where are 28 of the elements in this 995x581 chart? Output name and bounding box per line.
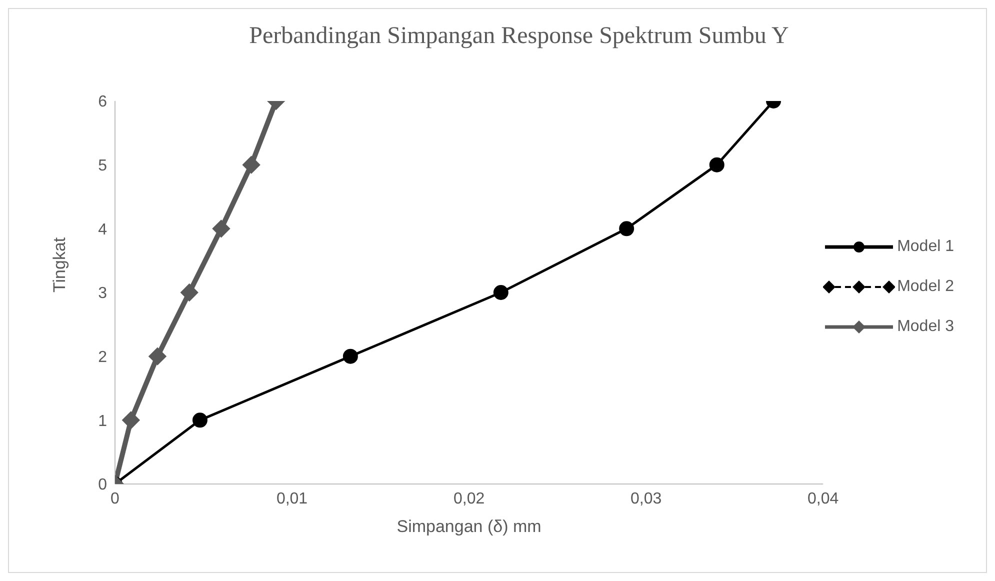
point — [342, 348, 358, 364]
x-tick-label: 0 — [110, 490, 120, 508]
y-tick-label: 3 — [98, 285, 108, 302]
point — [493, 285, 508, 300]
y-tick-label: 6 — [98, 94, 108, 111]
point — [192, 412, 208, 428]
point — [242, 156, 260, 174]
point — [180, 283, 198, 302]
x-tick-label: 0,01 — [276, 490, 308, 508]
x-tick-label: 0,04 — [808, 490, 839, 508]
point — [709, 157, 724, 172]
point — [619, 221, 634, 236]
y-tick-label: 5 — [98, 158, 108, 175]
x-axis-title: Simpangan (δ) mm — [396, 517, 542, 536]
x-tick-label: 0,03 — [630, 490, 662, 508]
point — [212, 220, 230, 238]
legend-label: Model 2 — [897, 278, 954, 296]
y-tick-label: 2 — [98, 349, 108, 366]
legend-label: Model 3 — [897, 318, 954, 336]
y-tick-label: 4 — [98, 221, 108, 238]
y-axis-title: Tingkat — [50, 237, 70, 292]
y-tick-label: 0 — [98, 476, 108, 494]
x-tick-label: 0,02 — [453, 490, 485, 508]
chart-title: Perbandingan Simpangan Response Spektrum Sumbu Y — [248, 23, 790, 50]
legend-label: Model 1 — [897, 238, 954, 256]
point — [122, 411, 140, 430]
y-tick-label: 1 — [98, 412, 108, 430]
point — [148, 347, 167, 366]
